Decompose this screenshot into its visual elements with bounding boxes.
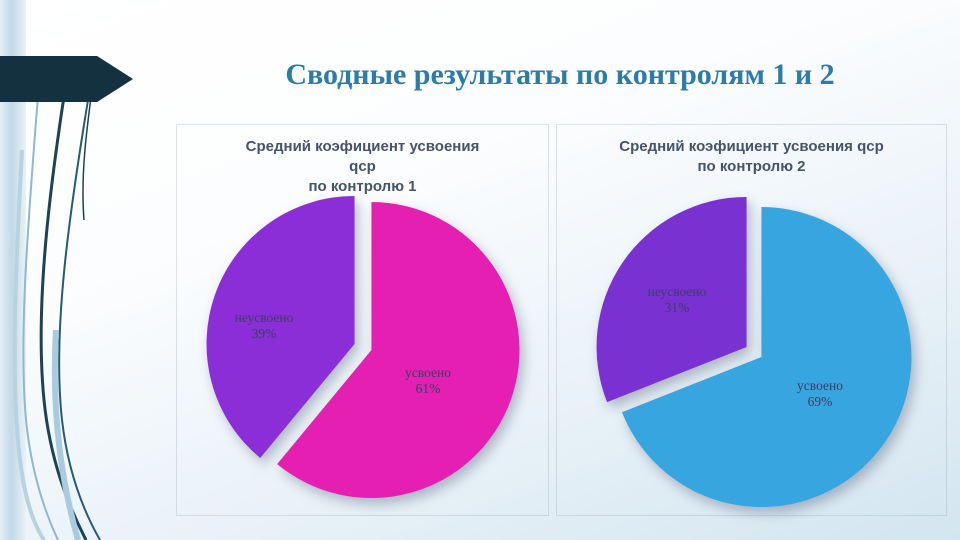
pie-slice-неусвоено: [206, 195, 355, 458]
slide-title: Сводные результаты по контролям 1 и 2: [285, 58, 835, 91]
chart-panel-1: Средний коэфициент усвоения qср по контр…: [176, 124, 549, 516]
pie1-label-usvoeno: усвоено 61%: [405, 365, 451, 396]
curve-light-1: [22, 69, 59, 540]
curve-dark-1: [39, 57, 88, 540]
pie-chart-1: [206, 195, 520, 499]
pie-slice-усвоено: [277, 202, 520, 499]
chart-title-2: Средний коэфициент усвоения qср по контр…: [619, 138, 884, 175]
pie-slice-усвоено: [621, 207, 912, 508]
pie-slice-неусвоено: [596, 196, 747, 403]
pie-chart-2: [596, 196, 912, 508]
chart-panel-2: Средний коэфициент усвоения qср по контр…: [556, 124, 947, 516]
pennant-shape: [0, 56, 133, 102]
pie2-label-neusvoeno: неусвоено 31%: [647, 284, 707, 315]
pie2-label-usvoeno: усвоено 69%: [797, 378, 843, 409]
pie1-label-neusvoeno: неусвоено 39%: [234, 310, 294, 341]
curve-light-3: [51, 329, 81, 540]
curve-dark-2: [58, 99, 101, 540]
chart-title-1: Средний коэфициент усвоения qср по контр…: [245, 138, 480, 195]
